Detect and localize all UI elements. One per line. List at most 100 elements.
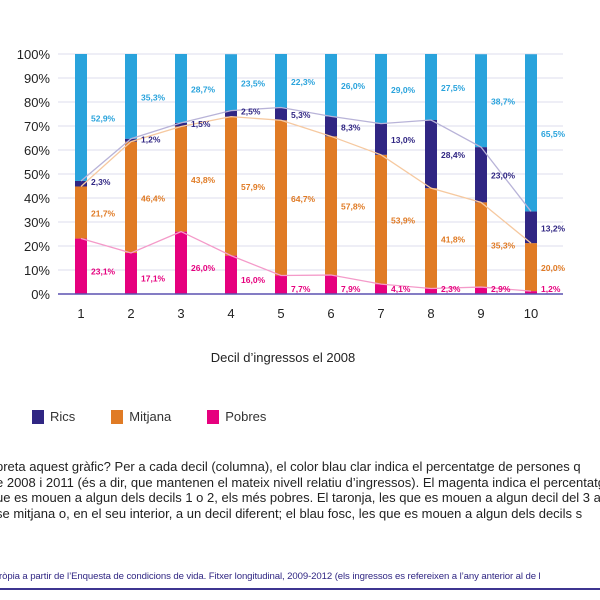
y-tick-label: 50% — [24, 167, 50, 182]
trend-line-rics — [80, 106, 532, 212]
divider — [0, 588, 600, 590]
y-tick-label: 90% — [24, 71, 50, 86]
data-label: 28,7% — [191, 84, 216, 94]
bar-segment-pobres — [175, 231, 187, 294]
x-tick-label: 8 — [427, 306, 434, 321]
x-tick-label: 5 — [277, 306, 284, 321]
data-label: 2,3% — [91, 177, 111, 187]
bar-segment-pobres — [425, 288, 437, 294]
bar-segment-same-decile — [525, 54, 537, 212]
y-tick-label: 100% — [17, 47, 51, 62]
bar-segment-mitjana — [475, 202, 487, 288]
bar-segment-mitjana — [425, 188, 437, 289]
data-label: 1,2% — [541, 284, 561, 294]
bar-segment-same-decile — [275, 54, 287, 108]
bar-segment-rics — [75, 180, 87, 187]
x-tick-label: 3 — [177, 306, 184, 321]
trend-line-pobres — [80, 230, 532, 292]
legend-swatch-pobres — [207, 409, 220, 424]
bar-segment-same-decile — [325, 54, 337, 117]
description-line: ue es mouen a algun dels decils 1 o 2, e… — [0, 490, 600, 505]
data-label: 8,3% — [341, 122, 361, 132]
y-tick-label: 0% — [31, 287, 50, 302]
data-label: 26,0% — [191, 263, 216, 273]
bar-segment-mitjana — [325, 136, 337, 276]
bar-segment-rics — [525, 211, 537, 244]
data-label: 64,7% — [291, 194, 316, 204]
bar-segment-mitjana — [275, 120, 287, 276]
data-label: 41,8% — [441, 234, 466, 244]
bar-segment-rics — [125, 138, 137, 142]
bar-segment-rics — [325, 116, 337, 137]
data-label: 7,9% — [341, 284, 361, 294]
x-tick-label: 7 — [377, 306, 384, 321]
x-tick-label: 2 — [127, 306, 134, 321]
data-label: 2,9% — [491, 284, 511, 294]
bar-segment-rics — [175, 122, 187, 127]
bar-segment-mitjana — [375, 154, 387, 285]
bar-segment-rics — [375, 123, 387, 155]
data-label: 29,0% — [391, 85, 416, 95]
data-label: 2,3% — [441, 284, 461, 294]
data-label: 27,5% — [441, 83, 466, 93]
y-tick-label: 20% — [24, 239, 50, 254]
data-label: 7,7% — [291, 284, 311, 294]
bar-segment-mitjana — [75, 186, 87, 239]
y-tick-label: 80% — [24, 95, 50, 110]
bar-segment-pobres — [325, 275, 337, 294]
data-label: 23,0% — [491, 171, 516, 181]
data-label: 1,2% — [141, 135, 161, 145]
legend-item-pobres: Pobres — [207, 409, 266, 424]
data-label: 5,3% — [291, 110, 311, 120]
data-label: 65,5% — [541, 129, 566, 139]
bar-segment-same-decile — [175, 54, 187, 123]
bar-segment-pobres — [475, 287, 487, 294]
bar-segment-rics — [475, 147, 487, 203]
x-tick-label: 9 — [477, 306, 484, 321]
data-label: 13,0% — [391, 135, 416, 145]
legend-label: Rics — [50, 409, 76, 424]
bar-segment-pobres — [75, 238, 87, 294]
data-label: 22,3% — [291, 77, 316, 87]
bar-segment-pobres — [375, 284, 387, 294]
legend: Rics Mitjana Pobres — [32, 409, 302, 424]
x-tick-label: 1 — [77, 306, 84, 321]
bar-segment-rics — [225, 110, 237, 117]
data-label: 43,8% — [191, 175, 216, 185]
bar-segment-pobres — [525, 291, 537, 294]
bar-segment-pobres — [125, 252, 137, 294]
bar-segment-rics — [425, 120, 437, 189]
data-label: 35,3% — [141, 92, 166, 102]
y-tick-label: 10% — [24, 263, 50, 278]
y-tick-label: 40% — [24, 191, 50, 206]
description-line: e 2008 i 2011 (és a dir, que mantenen el… — [0, 474, 600, 490]
bar-segment-same-decile — [225, 54, 237, 111]
data-label: 26,0% — [341, 81, 366, 91]
x-tick-label: 4 — [227, 306, 234, 321]
y-tick-label: 60% — [24, 143, 50, 158]
data-label: 20,0% — [541, 263, 566, 273]
legend-swatch-mitjana — [111, 409, 124, 424]
bar-segment-same-decile — [425, 54, 437, 120]
data-label: 52,9% — [91, 113, 116, 123]
bar-segment-same-decile — [375, 54, 387, 124]
x-axis-title: Decil d’ingressos el 2008 — [210, 350, 356, 365]
bar-segment-pobres — [225, 255, 237, 294]
x-tick-label: 10 — [524, 306, 538, 321]
data-label: 38,7% — [491, 97, 516, 107]
trend-line-mitjana — [80, 115, 532, 244]
bar-segment-rics — [275, 107, 287, 121]
y-tick-label: 30% — [24, 215, 50, 230]
data-label: 57,9% — [241, 182, 266, 192]
data-label: 35,3% — [491, 241, 516, 251]
legend-item-mitjana: Mitjana — [111, 409, 171, 424]
description-line: se mitjana o, en el seu interior, a un d… — [0, 505, 583, 521]
legend-label: Pobres — [225, 409, 267, 424]
data-label: 4,1% — [391, 284, 411, 294]
data-label: 53,9% — [391, 215, 416, 225]
y-tick-label: 70% — [24, 119, 50, 134]
bar-segment-mitjana — [175, 126, 187, 232]
data-label: 2,5% — [241, 107, 261, 117]
data-label: 17,1% — [141, 273, 166, 283]
data-label: 46,4% — [141, 193, 166, 203]
